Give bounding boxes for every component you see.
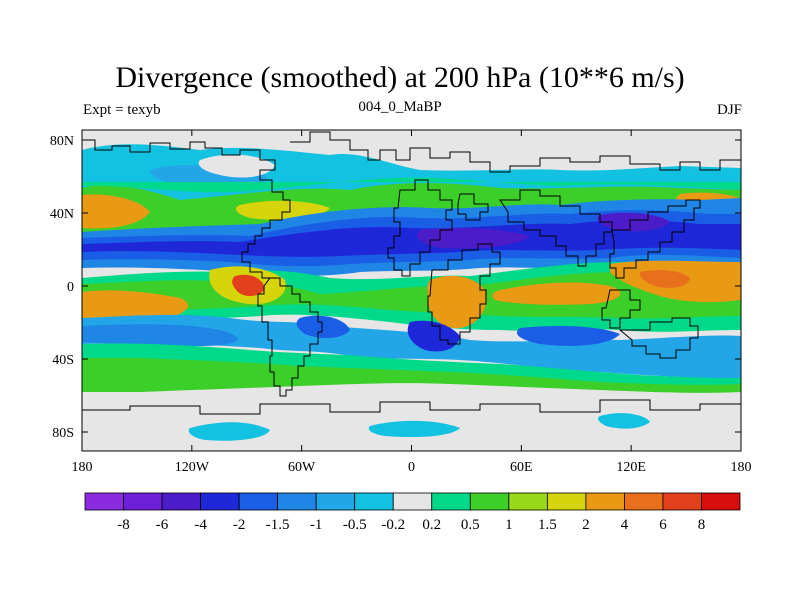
contour-region bbox=[188, 422, 270, 441]
season-label: DJF bbox=[716, 102, 742, 118]
contour-region bbox=[198, 154, 275, 178]
coastline bbox=[82, 131, 741, 415]
lat-tick-label: 40N bbox=[50, 207, 74, 222]
plot-title: Divergence (smoothed) at 200 hPa (10**6 … bbox=[115, 61, 685, 94]
lat-tick-label: 0 bbox=[67, 280, 74, 295]
contour-region bbox=[598, 413, 650, 429]
lat-tick-label: 40S bbox=[52, 353, 74, 368]
contour-region bbox=[82, 324, 238, 346]
contour-region bbox=[82, 314, 741, 380]
colorbar-swatch bbox=[161, 492, 201, 511]
colorbar-level-label: -4 bbox=[194, 517, 207, 533]
colorbar-swatch bbox=[123, 492, 163, 511]
colorbar-level-label: 1.5 bbox=[538, 517, 557, 533]
colorbar-level-label: 4 bbox=[621, 517, 629, 533]
lon-tick-label: 180 bbox=[72, 460, 93, 475]
contour-region bbox=[639, 270, 690, 288]
contour-region bbox=[82, 177, 741, 193]
contour-region bbox=[416, 228, 530, 249]
contour-region bbox=[296, 315, 350, 339]
colorbar-swatch bbox=[662, 492, 702, 511]
colorbar-level-label: -2 bbox=[233, 517, 246, 533]
colorbar-level-label: -1.5 bbox=[266, 517, 290, 533]
contour-region bbox=[82, 353, 741, 393]
map-axes: 80N 40N 0 40S 80S 180 120W 60W 0 60E 120E 180 bbox=[50, 130, 752, 475]
colorbar-swatch bbox=[431, 492, 471, 511]
colorbar-swatch bbox=[392, 492, 433, 511]
contour-region bbox=[516, 326, 620, 346]
contour-region bbox=[368, 420, 460, 438]
colorbar-level-label: -0.5 bbox=[343, 517, 367, 533]
contour-region bbox=[82, 194, 150, 229]
contour-region bbox=[427, 275, 487, 329]
lon-tick-label: 0 bbox=[408, 460, 415, 475]
colorbar-swatch bbox=[508, 492, 548, 511]
colorbar-swatch bbox=[277, 492, 317, 511]
colorbar-level-label: -8 bbox=[117, 517, 130, 533]
colorbar-level-label: 1 bbox=[505, 517, 513, 533]
colorbar-swatch bbox=[238, 492, 279, 511]
colorbar-swatch bbox=[701, 492, 741, 511]
colorbar-level-label: -0.2 bbox=[381, 517, 405, 533]
colorbar-level-label: 8 bbox=[698, 517, 706, 533]
colorbar-level-label: 6 bbox=[659, 517, 667, 533]
contour-field bbox=[82, 130, 741, 451]
lon-tick-label: 180 bbox=[731, 460, 752, 475]
colorbar-level-label: -6 bbox=[156, 517, 169, 533]
contour-region bbox=[82, 220, 741, 257]
colorbar-swatch bbox=[469, 492, 510, 511]
lon-tick-label: 120E bbox=[616, 460, 646, 475]
lon-tick-label: 60W bbox=[288, 460, 316, 475]
colorbar-level-label: 0.2 bbox=[422, 517, 441, 533]
contour-region bbox=[492, 282, 621, 305]
lon-tick-label: 60E bbox=[510, 460, 533, 475]
colorbar-swatch bbox=[546, 492, 587, 511]
colorbar-swatch bbox=[84, 492, 124, 511]
colorbar-level-label: -1 bbox=[310, 517, 323, 533]
experiment-label: Expt = texyb bbox=[83, 102, 161, 118]
lon-tick-label: 120W bbox=[175, 460, 210, 475]
contour-region bbox=[82, 343, 741, 385]
colorbar-swatch bbox=[354, 492, 394, 511]
contour-region bbox=[232, 274, 265, 297]
colorbar-level-label: 0.5 bbox=[461, 517, 480, 533]
colorbar-swatch bbox=[315, 492, 356, 511]
case-label: 004_0_MaBP bbox=[358, 99, 442, 115]
colorbar-level-label: 2 bbox=[582, 517, 590, 533]
contour-region bbox=[597, 212, 670, 232]
lat-tick-label: 80N bbox=[50, 134, 74, 149]
lat-tick-label: 80S bbox=[52, 426, 74, 441]
colorbar-swatch bbox=[200, 492, 240, 511]
colorbar-swatch bbox=[624, 492, 664, 511]
contour-region bbox=[407, 320, 460, 352]
colorbar-swatch bbox=[585, 492, 625, 511]
